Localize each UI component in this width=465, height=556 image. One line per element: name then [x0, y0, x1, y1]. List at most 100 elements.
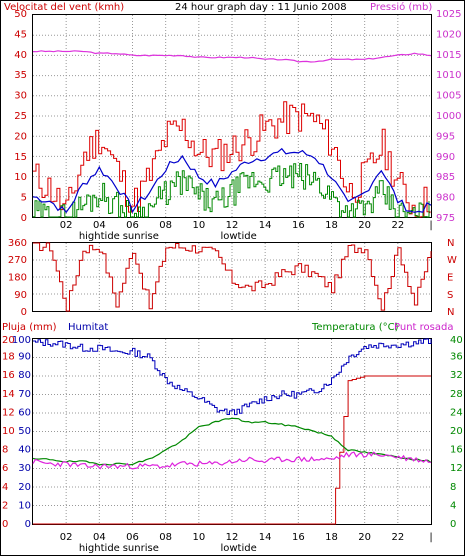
rain-tick: 16 — [2, 370, 15, 381]
direction-tick: 270 — [8, 255, 27, 266]
rain-tick: 10 — [2, 426, 15, 437]
rain-tick: 0 — [2, 519, 8, 530]
wind-direction-series — [33, 242, 432, 312]
pressure-tick: 1005 — [436, 91, 461, 102]
direction-plot-frame — [32, 242, 432, 312]
x-tick-label: 12 — [226, 532, 239, 543]
x-annotation-label: lowtide — [220, 543, 256, 554]
humidity-series — [33, 338, 432, 416]
temperature-axis-label: Temperatura (°C) — [311, 322, 399, 333]
wind-tick: 0 — [21, 213, 27, 224]
pressure-tick: 990 — [436, 152, 455, 163]
direction-tick: 90 — [14, 290, 27, 301]
pressure-tick: 1000 — [436, 111, 461, 122]
pressure-series — [32, 50, 432, 63]
rain-tick: 2 — [2, 500, 8, 511]
x-tick-label: 04 — [93, 220, 106, 231]
wind-tick: 40 — [14, 50, 27, 61]
temperature-tick: 24 — [450, 407, 463, 418]
compass-tick: N — [447, 238, 454, 249]
x-tick-label: 20 — [358, 532, 371, 543]
x-tick-label: 08 — [159, 220, 172, 231]
x-tick-label: 20 — [358, 220, 371, 231]
wind-tick: 15 — [14, 152, 27, 163]
temperature-tick: 16 — [450, 445, 463, 456]
temperature-tick: 4 — [450, 500, 456, 511]
wind-tick: 50 — [14, 9, 27, 20]
x-tick-label: 14 — [259, 220, 272, 231]
x-tick-label: | — [429, 220, 432, 231]
compass-tick: N — [447, 307, 454, 318]
dewpoint-series — [32, 451, 431, 470]
wind-tick: 10 — [14, 172, 27, 183]
rain-series — [33, 375, 431, 525]
wind-tick: 35 — [14, 70, 27, 81]
humidity-axis-label: Humitat — [68, 322, 108, 333]
rain-tick: 14 — [2, 389, 15, 400]
rain-tick: 6 — [2, 463, 8, 474]
rain-tick: 20 — [2, 335, 15, 346]
x-tick-label: 04 — [93, 532, 106, 543]
pressure-ticks-right: 975 980 985 990 995 1000 1005 1010 1015 … — [436, 9, 461, 224]
temperature-tick: 0 — [450, 519, 456, 530]
humidity-ticks: 0 10 20 30 40 50 60 70 80 90 100 — [12, 335, 31, 530]
x-tick-label: 18 — [325, 532, 338, 543]
pressure-tick: 1020 — [436, 29, 461, 40]
compass-tick: S — [447, 290, 453, 301]
pressure-tick: 975 — [436, 213, 455, 224]
wind-tick: 25 — [14, 111, 27, 122]
humidity-tick: 10 — [18, 500, 31, 511]
direction-tick: 360 — [8, 238, 27, 249]
x-tick-label: 16 — [292, 220, 305, 231]
x-annotation-label: hightide — [79, 543, 120, 554]
humidity-tick: 60 — [18, 407, 31, 418]
pressure-tick: 995 — [436, 131, 455, 142]
x-tick-label: 14 — [259, 532, 272, 543]
x-annotation-label: lowtide — [220, 231, 256, 242]
humidity-tick: 70 — [18, 389, 31, 400]
temperature-ticks: 0 4 8 12 16 20 24 28 32 36 40 — [450, 335, 463, 530]
wind-tick: 20 — [14, 131, 27, 142]
x-axis-layer: 02 04 06 08 10 12 14 16 18 20 22 |hightide sunrise lo… — [60, 220, 433, 554]
rain-ticks: 0 2 4 6 8 10 12 14 16 18 20 — [2, 335, 15, 530]
wind-tick: 30 — [14, 91, 27, 102]
humidity-tick: 40 — [18, 445, 31, 456]
temperature-tick: 36 — [450, 352, 463, 363]
x-annotation-label: sunrise — [123, 543, 159, 554]
x-tick-label: 08 — [159, 532, 172, 543]
x-tick-label: 06 — [126, 532, 139, 543]
compass-tick: W — [447, 255, 457, 266]
humidity-tick: 30 — [18, 463, 31, 474]
temperature-tick: 28 — [450, 389, 463, 400]
x-tick-label: 06 — [126, 220, 139, 231]
x-tick-label: 16 — [292, 532, 305, 543]
series-layer — [32, 50, 432, 525]
humidity-tick: 80 — [18, 370, 31, 381]
temperature-series — [32, 417, 432, 466]
wind-gust-series — [33, 101, 431, 218]
wind-tick: 5 — [21, 193, 27, 204]
rain-axis-label: Pluja (mm) — [2, 322, 57, 333]
pressure-tick: 1010 — [436, 70, 461, 81]
rain-tick: 8 — [2, 445, 8, 456]
rain-tick: 12 — [2, 407, 15, 418]
humidity-tick: 90 — [18, 352, 31, 363]
x-tick-label: 22 — [391, 532, 404, 543]
x-annotation-label: hightide — [79, 231, 120, 242]
pressure-tick: 980 — [436, 193, 455, 204]
pressure-axis-label: Pressió (mb) — [370, 1, 432, 13]
wind-plot-frame — [32, 14, 432, 218]
pressure-tick: 1025 — [436, 9, 461, 20]
compass-tick: E — [447, 273, 453, 284]
direction-ticks-right: N S E W N — [447, 238, 457, 318]
x-tick-label: 10 — [192, 532, 205, 543]
x-tick-label: 02 — [60, 220, 73, 231]
wind-average-series — [32, 147, 432, 214]
temperature-tick: 12 — [450, 463, 463, 474]
x-tick-label: 02 — [60, 532, 73, 543]
wind-ticks-left: 0 5 10 15 20 25 30 35 40 45 50 — [14, 9, 27, 224]
humidity-tick: 50 — [18, 426, 31, 437]
rain-tick: 18 — [2, 352, 15, 363]
temperature-tick: 32 — [450, 370, 463, 381]
